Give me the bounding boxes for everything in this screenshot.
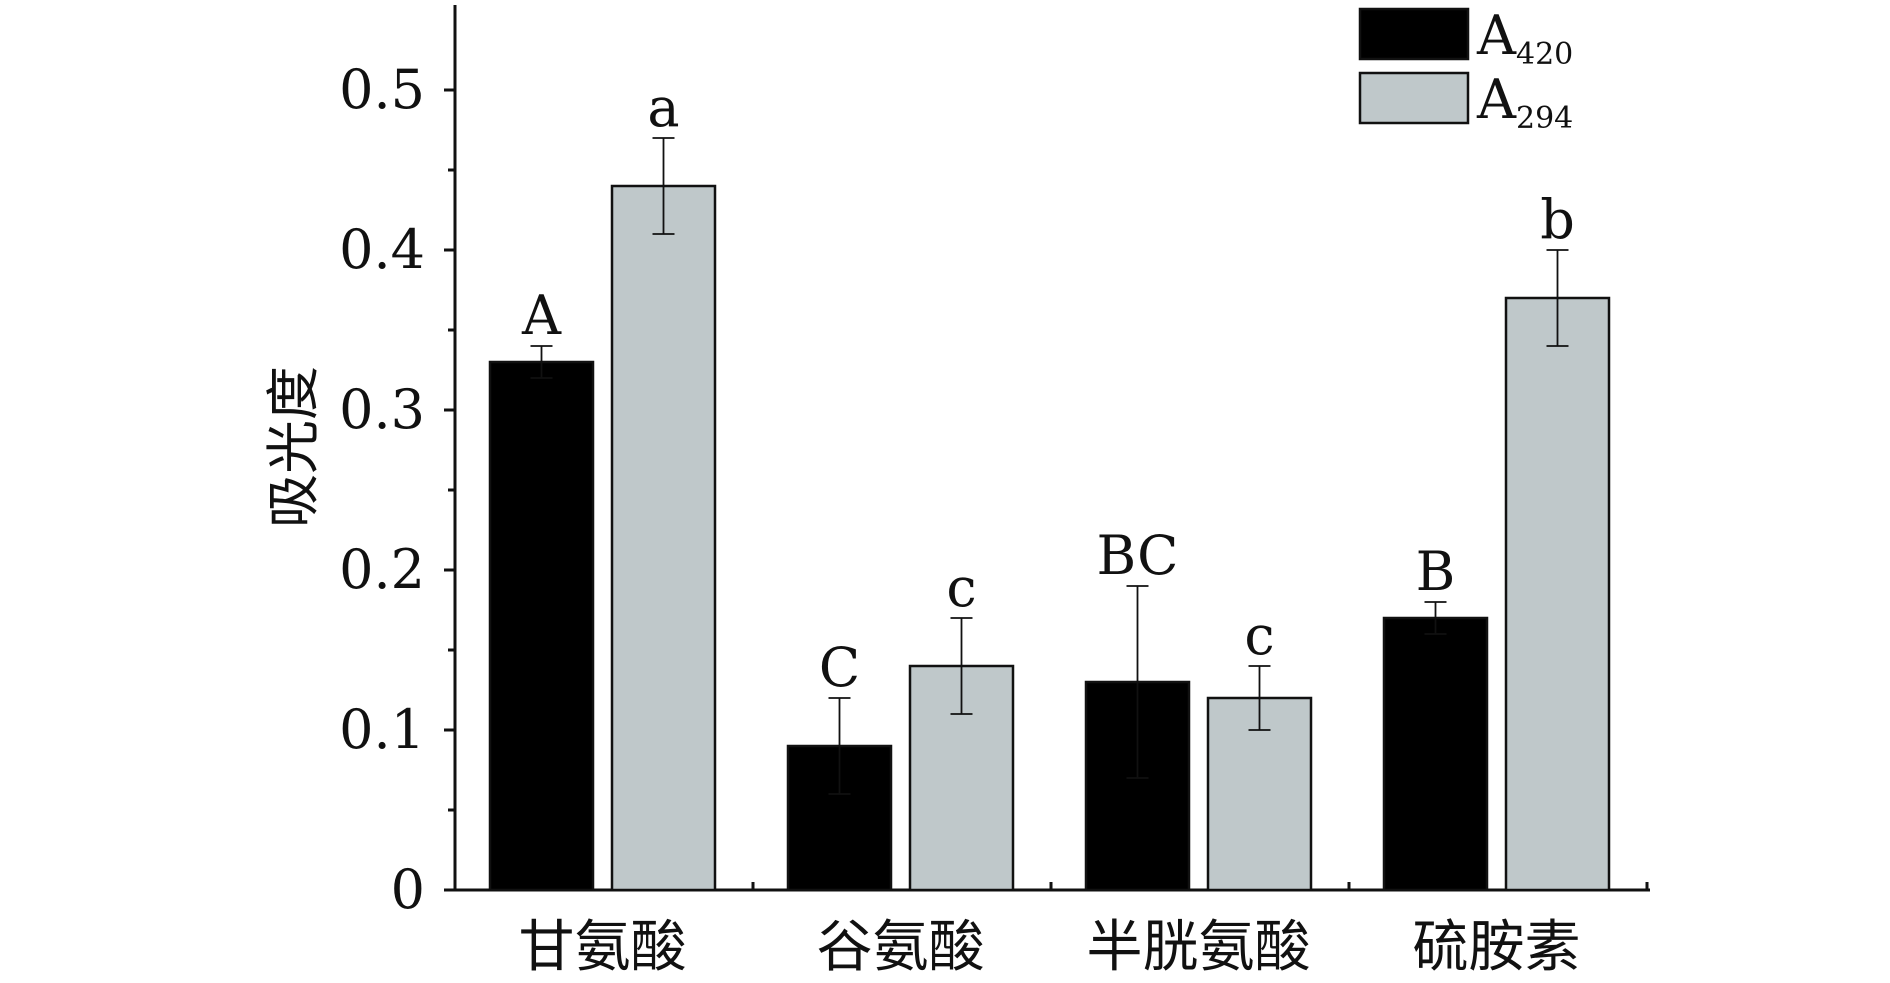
x-category-label: 谷氨酸	[817, 915, 985, 980]
legend-label: A420	[1476, 4, 1573, 72]
legend-swatch	[1360, 73, 1468, 123]
legend-label: A294	[1476, 68, 1573, 136]
significance-label: A	[521, 284, 562, 347]
y-tick-label: 0.4	[339, 218, 425, 281]
y-axis-label: 吸光度	[262, 366, 325, 528]
y-tick-label: 0.1	[339, 698, 425, 761]
significance-label: c	[946, 556, 976, 619]
x-category-label: 硫胺素	[1413, 915, 1581, 980]
x-category-label: 半胱氨酸	[1087, 915, 1311, 980]
significance-label: a	[647, 76, 679, 139]
significance-label: BC	[1096, 524, 1178, 587]
significance-label: b	[1540, 188, 1575, 251]
significance-label: B	[1416, 540, 1456, 603]
bar	[490, 362, 593, 890]
y-tick-label: 0.5	[339, 58, 425, 121]
y-tick-label: 0.2	[339, 538, 425, 601]
significance-label: c	[1244, 604, 1274, 667]
y-tick-label: 0	[391, 858, 425, 921]
legend-swatch	[1360, 9, 1468, 59]
bar	[1384, 618, 1487, 890]
bar	[612, 186, 715, 890]
significance-label: C	[819, 636, 860, 699]
bars	[490, 138, 1609, 890]
y-tick-label: 0.3	[339, 378, 425, 441]
bar	[1506, 298, 1609, 890]
x-category-label: 甘氨酸	[519, 915, 687, 980]
